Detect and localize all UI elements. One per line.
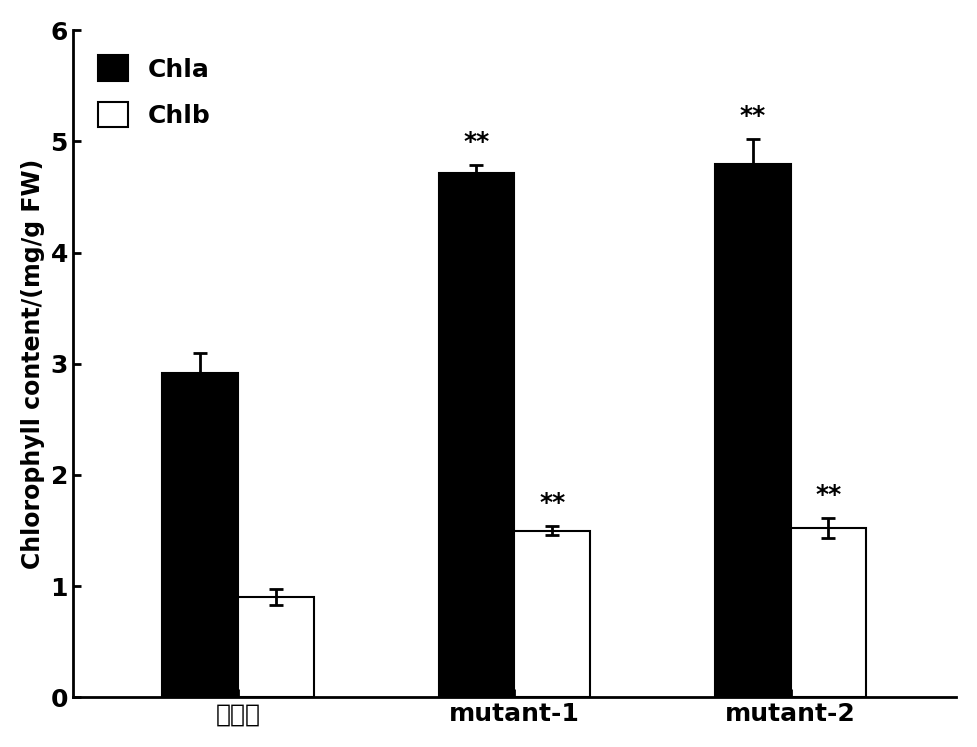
Y-axis label: Chlorophyll content/(mg/g FW): Chlorophyll content/(mg/g FW) bbox=[21, 158, 45, 569]
Bar bbox=[714, 164, 790, 697]
Text: **: ** bbox=[816, 483, 841, 507]
Text: **: ** bbox=[463, 130, 489, 154]
Bar bbox=[439, 173, 515, 697]
Legend: Chla, Chlb: Chla, Chlb bbox=[85, 43, 223, 140]
Bar bbox=[238, 598, 315, 697]
Bar bbox=[162, 373, 238, 697]
Text: **: ** bbox=[539, 491, 566, 515]
Bar bbox=[515, 530, 590, 697]
Bar bbox=[790, 528, 867, 697]
Text: **: ** bbox=[740, 104, 766, 128]
